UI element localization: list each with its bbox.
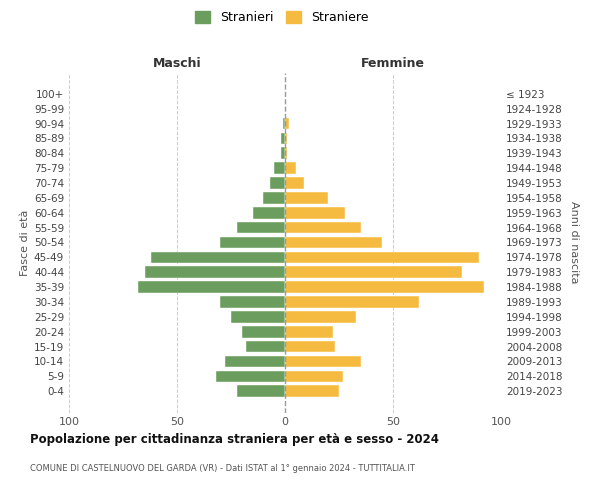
Bar bbox=[285, 326, 332, 338]
Bar bbox=[151, 252, 285, 263]
Y-axis label: Anni di nascita: Anni di nascita bbox=[569, 201, 579, 283]
Text: Femmine: Femmine bbox=[361, 57, 425, 70]
Bar bbox=[285, 266, 462, 278]
Text: COMUNE DI CASTELNUOVO DEL GARDA (VR) - Dati ISTAT al 1° gennaio 2024 - TUTTITALI: COMUNE DI CASTELNUOVO DEL GARDA (VR) - D… bbox=[30, 464, 415, 473]
Bar bbox=[285, 341, 335, 352]
Bar bbox=[138, 282, 285, 293]
Bar bbox=[274, 162, 285, 174]
Bar bbox=[145, 266, 285, 278]
Bar bbox=[220, 236, 285, 248]
Bar bbox=[231, 311, 285, 322]
Bar bbox=[270, 177, 285, 189]
Bar bbox=[285, 118, 289, 130]
Bar bbox=[285, 296, 419, 308]
Bar bbox=[220, 296, 285, 308]
Bar bbox=[285, 222, 361, 234]
Bar bbox=[263, 192, 285, 203]
Bar bbox=[238, 222, 285, 234]
Bar bbox=[283, 118, 285, 130]
Bar bbox=[285, 177, 304, 189]
Bar bbox=[285, 207, 346, 218]
Text: Popolazione per cittadinanza straniera per età e sesso - 2024: Popolazione per cittadinanza straniera p… bbox=[30, 432, 439, 446]
Y-axis label: Fasce di età: Fasce di età bbox=[20, 210, 30, 276]
Bar bbox=[246, 341, 285, 352]
Bar bbox=[285, 132, 287, 144]
Bar bbox=[285, 236, 382, 248]
Bar bbox=[285, 148, 287, 159]
Bar bbox=[285, 370, 343, 382]
Text: Maschi: Maschi bbox=[152, 57, 202, 70]
Bar bbox=[285, 282, 484, 293]
Bar bbox=[238, 386, 285, 397]
Bar bbox=[285, 252, 479, 263]
Bar bbox=[216, 370, 285, 382]
Bar bbox=[285, 356, 361, 368]
Bar bbox=[224, 356, 285, 368]
Bar bbox=[285, 162, 296, 174]
Legend: Stranieri, Straniere: Stranieri, Straniere bbox=[190, 6, 374, 29]
Bar bbox=[285, 386, 339, 397]
Bar bbox=[242, 326, 285, 338]
Bar bbox=[285, 311, 356, 322]
Bar bbox=[285, 192, 328, 203]
Bar bbox=[281, 148, 285, 159]
Bar bbox=[281, 132, 285, 144]
Bar bbox=[253, 207, 285, 218]
